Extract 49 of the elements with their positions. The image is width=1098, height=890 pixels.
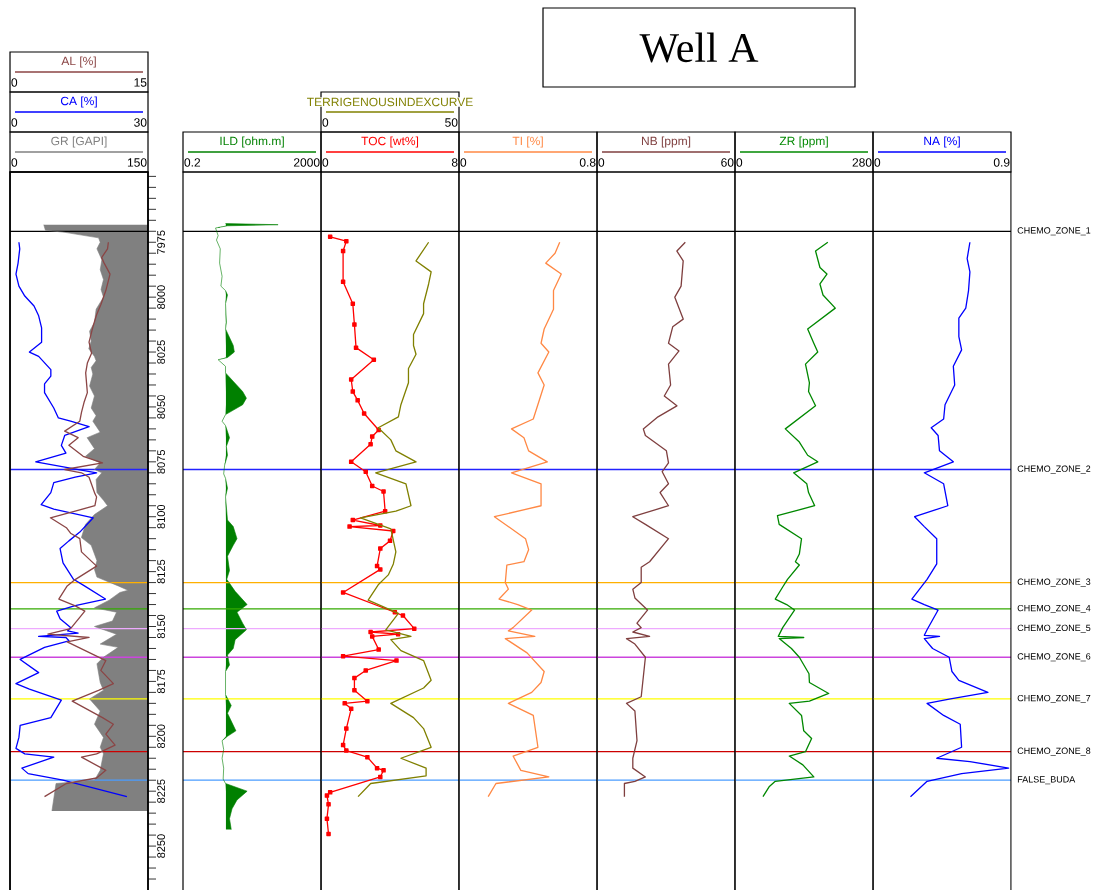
x-tick-label: 280	[852, 158, 872, 167]
ref-line-label: CHEMO_ZONE_4	[1017, 604, 1091, 613]
text: TI [%]	[512, 136, 543, 148]
ref-line-label: CHEMO_ZONE_7	[1017, 694, 1091, 703]
x-tick-label: 0	[460, 158, 467, 167]
text: ILD [ohm.m]	[220, 136, 284, 148]
y-tick-label: 8050	[157, 395, 165, 419]
y-tick-label: 8000	[157, 285, 165, 309]
text: TOC [wt%]	[361, 136, 419, 148]
ref-line-label: CHEMO_ZONE_8	[1017, 747, 1091, 756]
text: ZR [ppm]	[779, 136, 828, 148]
y-tick-label: 7975	[157, 230, 165, 254]
x-tick-label: 30	[134, 118, 147, 127]
y-tick-label: 8075	[157, 450, 165, 474]
y-tick-label: 8100	[157, 504, 165, 529]
y-tick-label: 8200	[157, 724, 165, 749]
text: AL [%]	[61, 56, 96, 68]
text: TERRIGENOUSINDEXCURVE	[307, 97, 473, 107]
text: CA [%]	[60, 96, 97, 108]
y-tick-label: 8225	[157, 779, 165, 803]
x-tick-label: 150	[127, 158, 147, 167]
y-tick-label: 8125	[157, 559, 165, 584]
x-tick-label: 0.9	[993, 158, 1010, 167]
text: GR [GAPI]	[51, 136, 107, 148]
ref-line-label: FALSE_BUDA	[1017, 776, 1076, 785]
text: NB [ppm]	[641, 136, 691, 148]
ref-line-label: CHEMO_ZONE_6	[1017, 653, 1091, 662]
x-tick-label: 0	[11, 158, 18, 167]
x-tick-label: 0.8	[579, 158, 596, 167]
x-tick-label: 8	[451, 158, 458, 167]
ref-line-label: CHEMO_ZONE_5	[1017, 624, 1091, 633]
x-tick-label: 0	[874, 158, 881, 167]
x-tick-label: 0	[736, 158, 743, 167]
x2-tick-label: 50	[445, 118, 458, 127]
x-tick-label: 0.2	[184, 158, 201, 167]
text: NA [%]	[924, 136, 960, 148]
ref-line-label: CHEMO_ZONE_1	[1017, 227, 1091, 236]
x-tick-label: 2000	[293, 158, 320, 167]
chart-title: Well A	[639, 32, 759, 63]
x-tick-label: 60	[721, 158, 734, 167]
x-tick-label: 0	[322, 158, 329, 167]
y-tick-label: 8250	[157, 834, 165, 858]
x-tick-label: 0	[598, 158, 605, 167]
ref-line-label: CHEMO_ZONE_2	[1017, 465, 1091, 474]
x-tick-label: 15	[134, 78, 147, 87]
y-tick-label: 8150	[157, 614, 165, 639]
y-tick-label: 8025	[157, 340, 165, 364]
ref-line-label: CHEMO_ZONE_3	[1017, 578, 1091, 587]
y-tick-label: 8175	[157, 669, 165, 694]
